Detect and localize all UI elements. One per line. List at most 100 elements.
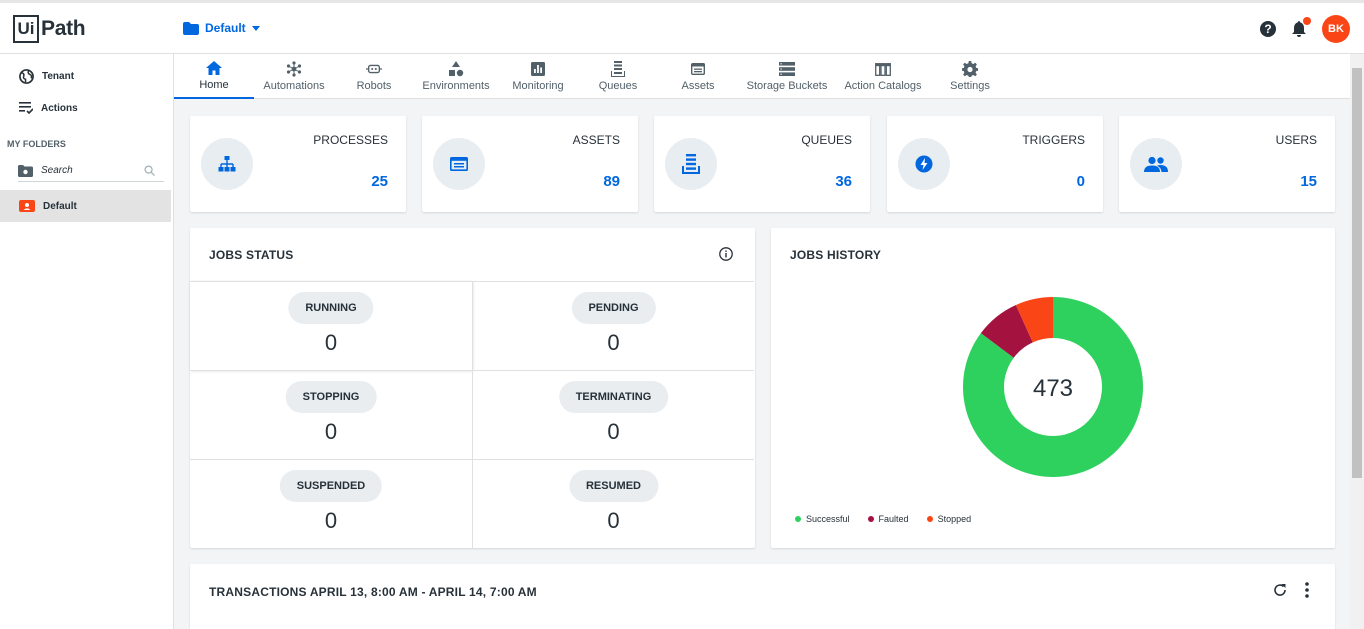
job-status-pending[interactable]: PENDING 0 [472,281,754,370]
panel-title: JOBS STATUS [209,248,294,262]
tab-automations[interactable]: Automations [254,54,334,99]
legend-swatch [795,516,801,522]
folder-search-input[interactable] [41,165,136,176]
job-status-pill: PENDING [571,292,656,324]
user-avatar[interactable]: BK [1322,15,1350,43]
sidebar-item-label: Tenant [42,70,75,82]
tab-assets[interactable]: Assets [658,54,738,99]
job-status-resumed[interactable]: RESUMED 0 [472,459,754,548]
stat-label: TRIGGERS [1022,133,1085,147]
stat-card-processes[interactable]: PROCESSES 25 [190,116,406,212]
stat-card-assets[interactable]: ASSETS 89 [422,116,638,212]
tab-settings[interactable]: Settings [930,54,1010,99]
robot-icon [366,64,382,74]
legend-label: Stopped [937,514,972,524]
folder-item-default[interactable]: Default [0,190,171,222]
tab-storage-buckets[interactable]: Storage Buckets [738,54,836,99]
stat-label: USERS [1275,133,1317,147]
job-status-suspended[interactable]: SUSPENDED 0 [190,459,472,548]
jobs-history-donut-chart[interactable]: 473 [958,292,1148,482]
stat-label: ASSETS [572,133,620,147]
stat-icon-circle [665,138,717,190]
job-status-terminating[interactable]: TERMINATING 0 [472,370,754,459]
bell-icon [1292,21,1306,37]
job-status-stopping[interactable]: STOPPING 0 [190,370,472,459]
stat-value: 15 [1300,173,1317,190]
donut-slice-faulted[interactable] [980,305,1033,358]
action-catalogs-icon [875,62,891,76]
stat-label: QUEUES [801,133,852,147]
job-status-pill: STOPPING [285,381,377,413]
logo-text: Path [41,17,86,40]
folder-selector[interactable]: Default [183,21,260,35]
tab-label: Action Catalogs [844,80,922,92]
legend-label: Successful [806,514,850,524]
info-icon[interactable] [719,247,733,261]
legend-swatch [867,516,874,522]
stat-value: 36 [835,173,852,190]
tab-environments[interactable]: Environments [414,54,498,99]
logo-mark: Ui [13,15,39,43]
home-icon [206,61,222,75]
tab-label: Queues [598,80,638,92]
tab-label: Monitoring [512,80,564,92]
legend-swatch [926,516,933,522]
donut-slice-stopped[interactable] [1015,297,1053,343]
help-icon[interactable]: ? [1260,21,1276,37]
tab-monitoring[interactable]: Monitoring [498,54,578,99]
scrollbar-thumb[interactable] [1352,68,1362,478]
page-scrollbar[interactable] [1350,54,1364,629]
stat-card-queues[interactable]: QUEUES 36 [654,116,870,212]
tab-label: Storage Buckets [746,80,828,92]
processes-icon [218,156,236,172]
job-status-pill: SUSPENDED [279,470,383,502]
stat-icon-circle [898,138,950,190]
refresh-icon[interactable] [1273,583,1287,597]
gear-icon [962,61,978,77]
tab-label: Home [199,79,229,91]
job-status-pill: TERMINATING [558,381,669,413]
users-icon [1144,156,1168,172]
assets-icon [691,63,705,75]
environments-icon [449,61,464,77]
tab-home[interactable]: Home [174,54,254,99]
legend-item-stopped[interactable]: Stopped [926,514,972,524]
chart-legend: Successful Faulted Stopped [795,514,971,524]
stat-icon-circle [201,138,253,190]
stat-card-users[interactable]: USERS 15 [1119,116,1335,212]
job-status-count: 0 [607,330,620,355]
sidebar-item-tenant[interactable]: Tenant [0,61,171,91]
notification-badge [1303,17,1311,25]
tab-label: Assets [681,80,715,92]
stat-value: 89 [603,173,620,190]
tab-robots[interactable]: Robots [334,54,414,99]
more-vert-icon[interactable] [1305,582,1309,598]
donut-slice-successful[interactable] [963,297,1143,477]
tab-label: Automations [263,80,325,92]
tab-label: Settings [950,80,990,92]
storage-buckets-icon [779,62,795,76]
legend-label: Faulted [878,514,909,524]
stat-icon-circle [1130,138,1182,190]
folder-selector-label: Default [205,21,246,35]
globe-icon [19,68,34,84]
stat-card-triggers[interactable]: TRIGGERS 0 [887,116,1103,212]
sidebar-item-label: Actions [41,102,78,114]
legend-item-successful[interactable]: Successful [795,514,850,524]
folder-tree-icon [18,164,33,177]
search-icon[interactable] [144,165,155,176]
tab-action-catalogs[interactable]: Action Catalogs [836,54,930,99]
caret-down-icon [251,25,260,31]
legend-item-faulted[interactable]: Faulted [867,514,909,524]
notifications-button[interactable] [1290,17,1311,38]
panel-title: TRANSACTIONS APRIL 13, 8:00 AM - APRIL 1… [209,585,537,599]
job-status-running[interactable]: RUNNING 0 [190,281,472,370]
tab-queues[interactable]: Queues [578,54,658,99]
tab-label: Robots [356,80,392,92]
job-status-count: 0 [324,419,338,444]
triggers-icon [915,155,933,173]
uipath-logo[interactable]: Ui Path [13,14,86,44]
my-folders-heading: MY FOLDERS [7,139,66,149]
jobs-history-panel: JOBS HISTORY 473 Successful Faulted Stop… [771,228,1335,548]
sidebar-item-actions[interactable]: Actions [0,93,171,123]
